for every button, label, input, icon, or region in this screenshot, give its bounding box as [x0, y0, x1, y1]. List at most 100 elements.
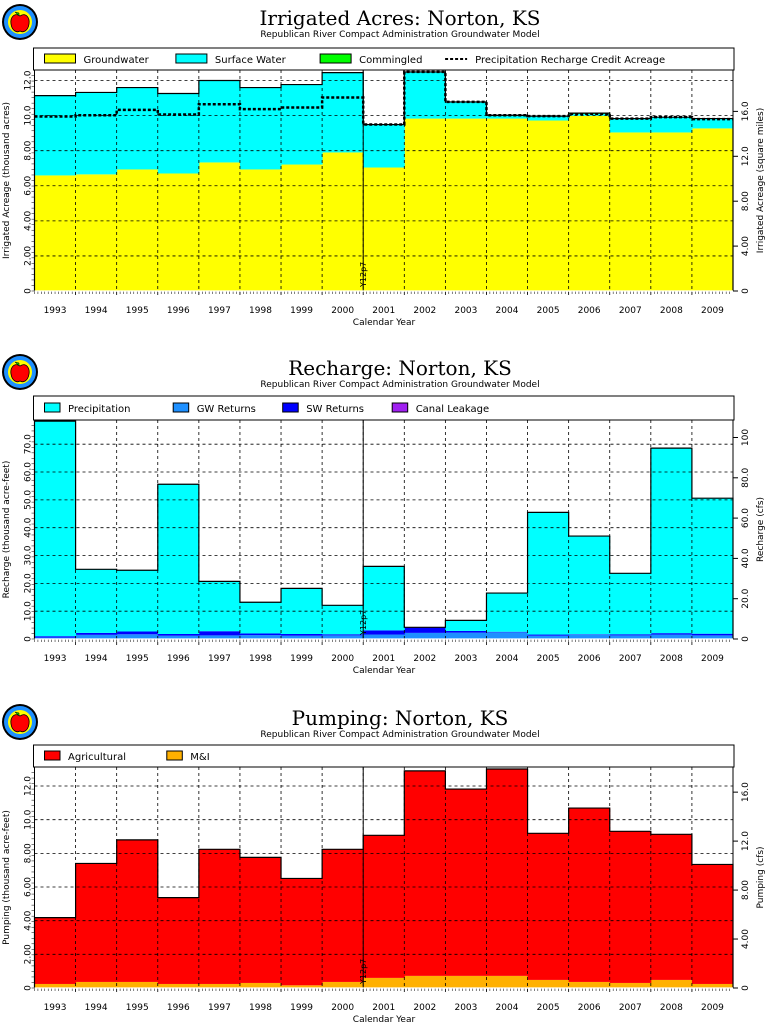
y-tick-label: 4.00: [24, 910, 34, 930]
right-tick-label: 8.00: [741, 191, 751, 211]
bar-precipitation-1993: [34, 421, 77, 637]
x-tick-label: 1996: [167, 306, 190, 316]
bar-surface-water-1993: [34, 95, 77, 176]
legend-label: Surface Water: [215, 55, 287, 66]
chart-subtitle: Republican River Compact Administration …: [260, 730, 539, 740]
bar-gw-returns-1993: [34, 637, 77, 639]
bar-sw-returns-2000: [322, 634, 364, 636]
chart-title: Recharge: Norton, KS: [288, 356, 512, 380]
bar-m-i-1995: [116, 981, 159, 988]
bar-surface-water-2008: [650, 117, 693, 133]
bar-agricultural-2004: [486, 769, 529, 976]
right-tick-label: 4.00: [741, 929, 751, 949]
bar-agricultural-1995: [116, 839, 159, 982]
bar-m-i-1994: [75, 981, 118, 988]
bar-m-i-1996: [157, 983, 200, 988]
legend-swatch: [166, 750, 183, 761]
bar-agricultural-2000: [322, 849, 364, 982]
bar-sw-returns-1998: [239, 633, 282, 636]
bar-groundwater-2007: [609, 132, 652, 291]
bar-sw-returns-2007: [609, 634, 652, 636]
bar-agricultural-2006: [568, 808, 611, 982]
x-axis-label: Calendar Year: [353, 318, 416, 328]
legend-swatch: [175, 53, 208, 64]
rrca-logo: [2, 704, 38, 740]
annotation-label: Y12p7: [359, 262, 368, 288]
bar-sw-returns-2001: [363, 630, 405, 635]
bar-surface-water-2002: [404, 71, 446, 119]
bar-agricultural-2005: [527, 833, 570, 980]
x-tick-label: 1995: [126, 654, 149, 664]
x-tick-label: 2002: [413, 1003, 436, 1013]
bar-precipitation-1995: [116, 570, 159, 632]
bar-agricultural-1993: [34, 917, 77, 984]
bar-groundwater-2005: [527, 120, 570, 291]
right-tick-label: 16.0: [741, 782, 751, 802]
bar-surface-water-1998: [239, 87, 282, 170]
x-tick-label: 2003: [454, 654, 477, 664]
x-tick-label: 1998: [249, 306, 272, 316]
x-axis-label: Calendar Year: [353, 666, 416, 676]
y-tick-label: 10.0: [24, 105, 34, 125]
bar-gw-returns-1995: [116, 634, 159, 639]
bar-groundwater-2004: [486, 118, 529, 291]
bar-groundwater-1999: [281, 164, 323, 291]
bar-precipitation-2005: [527, 512, 570, 635]
x-tick-label: 2003: [454, 1003, 477, 1013]
y-tick-label: 8.00: [24, 140, 34, 160]
total-outline: [33, 768, 734, 988]
right-tick-label: 40.0: [741, 548, 751, 568]
bar-m-i-2001: [363, 977, 405, 988]
y-axis-label-right: Irrigated Acreage (square miles): [756, 108, 766, 253]
bar-precipitation-1998: [239, 602, 282, 634]
legend-swatch: [391, 402, 409, 413]
annotation-label: Y12p7: [359, 610, 368, 636]
bar-groundwater-2008: [650, 132, 693, 291]
x-tick-label: 1993: [44, 306, 67, 316]
legend-swatch: [319, 53, 352, 64]
leaf-icon: [14, 361, 20, 367]
y-axis-label: Irrigated Acreage (thousand acres): [2, 102, 12, 259]
y-tick-label: 10.0: [24, 809, 34, 829]
bar-sw-returns-1996: [157, 633, 200, 636]
bar-agricultural-1998: [239, 857, 282, 983]
x-tick-label: 2000: [331, 1003, 354, 1013]
y-tick-label: 2.00: [24, 944, 34, 964]
apple-icon: [10, 14, 30, 33]
bar-groundwater-1997: [198, 162, 241, 291]
bar-surface-water-2005: [527, 116, 570, 121]
bar-m-i-2008: [650, 979, 693, 988]
x-tick-label: 2005: [537, 654, 560, 664]
y-tick-label: 60.0: [24, 462, 34, 482]
bar-groundwater-1993: [34, 175, 77, 291]
right-tick-label: 0: [741, 636, 751, 642]
x-tick-label: 1996: [167, 1003, 190, 1013]
x-tick-label: 2009: [701, 654, 724, 664]
rrca-logo: [2, 4, 38, 40]
bar-agricultural-2008: [650, 834, 693, 980]
y-tick-label: 8.00: [24, 843, 34, 863]
bar-m-i-2002: [404, 975, 446, 988]
apple-icon: [10, 714, 30, 733]
bar-agricultural-2007: [609, 831, 652, 983]
bar-agricultural-2001: [363, 835, 405, 978]
bar-surface-water-2001: [363, 124, 405, 168]
y-tick-label: 12.0: [24, 776, 34, 796]
y-axis-label-right: Recharge (cfs): [756, 497, 766, 562]
x-tick-label: 2004: [496, 1003, 519, 1013]
x-tick-label: 1999: [290, 1003, 313, 1013]
bar-precipitation-1996: [157, 484, 200, 634]
bar-gw-returns-2001: [363, 634, 405, 639]
bar-m-i-2007: [609, 982, 652, 988]
bar-gw-returns-2005: [527, 635, 570, 639]
bar-surface-water-2007: [609, 118, 652, 133]
bar-agricultural-1996: [157, 897, 200, 984]
y-tick-label: 30.0: [24, 545, 34, 565]
bar-agricultural-2002: [404, 770, 446, 976]
chart-title: Irrigated Acres: Norton, KS: [260, 6, 541, 30]
bar-sw-returns-2008: [650, 633, 693, 635]
leaf-icon: [14, 11, 20, 17]
